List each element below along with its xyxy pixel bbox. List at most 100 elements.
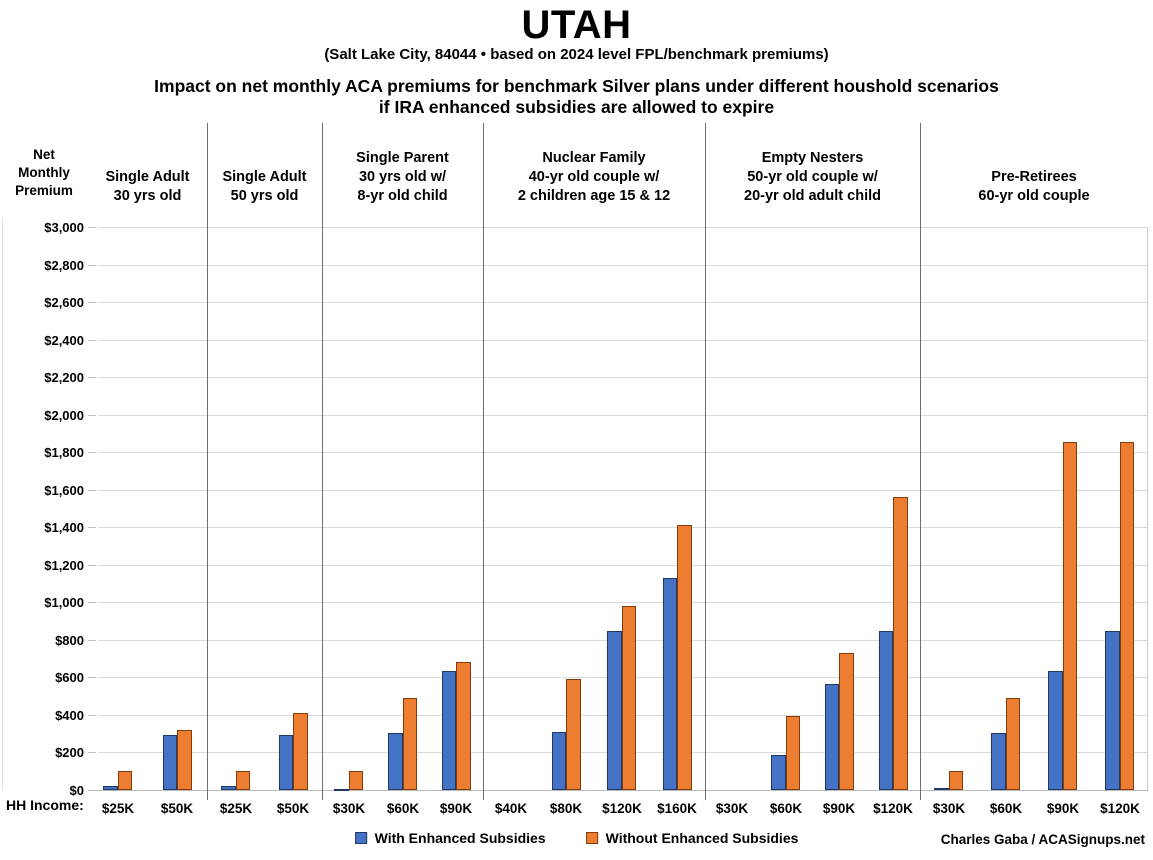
gridline bbox=[98, 340, 1148, 341]
bar-with-subsidies bbox=[551, 732, 567, 790]
y-axis-tick bbox=[88, 640, 96, 641]
y-axis-label: $1,400 bbox=[44, 520, 84, 535]
chart-heading: Impact on net monthly ACA premiums for b… bbox=[0, 76, 1153, 118]
panel-header-line: Single Parent bbox=[356, 150, 449, 166]
y-axis-label: $2,200 bbox=[44, 370, 84, 385]
legend: With Enhanced Subsidies Without Enhanced … bbox=[354, 830, 799, 846]
y-axis-tick bbox=[88, 452, 96, 453]
gridline bbox=[98, 265, 1148, 266]
y-axis-label: $1,200 bbox=[44, 558, 84, 573]
bar-without-subsidies bbox=[348, 771, 364, 790]
bar-without-subsidies bbox=[893, 497, 908, 790]
panel-header-line: 40-yr old couple w/ bbox=[528, 169, 660, 185]
y-axis-tick bbox=[88, 565, 96, 566]
legend-label: Without Enhanced Subsidies bbox=[605, 830, 799, 846]
gridline-baseline bbox=[88, 790, 1148, 791]
y-axis-label: $1,600 bbox=[44, 483, 84, 498]
y-axis-tick bbox=[88, 265, 96, 266]
x-axis-title: HH Income: bbox=[6, 797, 84, 813]
panel-header-line: 30 yrs old w/ bbox=[358, 169, 447, 185]
panel-header-line: 50-yr old couple w/ bbox=[747, 169, 878, 185]
panel-header-line: Pre-Retirees bbox=[991, 169, 1077, 185]
bar-with-subsidies bbox=[662, 578, 678, 790]
y-axis-tick bbox=[88, 602, 96, 603]
x-axis-label: $60K bbox=[386, 801, 420, 816]
chart-right-edge bbox=[1147, 227, 1148, 790]
panel-divider bbox=[705, 123, 706, 800]
legend-swatch-orange bbox=[585, 832, 598, 844]
panel-divider bbox=[322, 123, 323, 800]
y-axis-title: Net Monthly Premium bbox=[0, 146, 88, 200]
y-axis-label: $2,000 bbox=[44, 408, 84, 423]
gridline bbox=[98, 490, 1148, 491]
gridline bbox=[98, 452, 1148, 453]
panel-header: Single Adult 50 yrs old bbox=[207, 138, 322, 206]
panel-header-line: 30 yrs old bbox=[113, 188, 182, 204]
x-axis-label: $120K bbox=[873, 801, 913, 816]
panel-header-line: Single Adult bbox=[105, 169, 190, 185]
x-axis-label: $30K bbox=[332, 801, 366, 816]
x-axis-label: $25K bbox=[219, 801, 253, 816]
bar-without-subsidies bbox=[235, 771, 251, 790]
chart-subtitle: (Salt Lake City, 84044 • based on 2024 l… bbox=[324, 46, 829, 63]
bar-with-subsidies bbox=[278, 735, 294, 790]
y-axis-tick bbox=[88, 415, 96, 416]
x-axis-label: $60K bbox=[989, 801, 1023, 816]
x-axis-label: $90K bbox=[1046, 801, 1080, 816]
panel-header-line: Nuclear Family bbox=[542, 150, 646, 166]
panel-header-line: Single Adult bbox=[222, 169, 307, 185]
gridline bbox=[98, 377, 1148, 378]
bar-without-subsidies bbox=[839, 653, 854, 790]
panel-divider bbox=[207, 123, 208, 800]
y-axis-title-line: Premium bbox=[15, 183, 73, 198]
chart-left-edge bbox=[2, 218, 3, 790]
x-axis-label: $90K bbox=[439, 801, 473, 816]
x-axis-label: $160K bbox=[657, 801, 697, 816]
bar-without-subsidies bbox=[566, 679, 581, 790]
chart-title: UTAH bbox=[521, 3, 632, 47]
y-axis-tick bbox=[88, 677, 96, 678]
y-axis-tick bbox=[88, 715, 96, 716]
legend-label: With Enhanced Subsidies bbox=[374, 830, 546, 846]
y-axis-tick bbox=[88, 227, 96, 228]
credit-label: Charles Gaba / ACASignups.net bbox=[940, 832, 1145, 847]
panel-divider bbox=[920, 123, 921, 800]
y-axis-label: $2,800 bbox=[44, 258, 84, 273]
gridline bbox=[98, 227, 1148, 228]
bar-without-subsidies bbox=[1062, 442, 1077, 790]
x-axis-label: $30K bbox=[715, 801, 749, 816]
gridline bbox=[98, 602, 1148, 603]
x-axis-label: $40K bbox=[494, 801, 528, 816]
legend-item-with-subsidies: With Enhanced Subsidies bbox=[354, 830, 546, 846]
y-axis-tick bbox=[88, 527, 96, 528]
bar-with-subsidies bbox=[334, 789, 349, 791]
panel-divider bbox=[483, 123, 484, 800]
bar-with-subsidies bbox=[162, 735, 178, 790]
bar-without-subsidies bbox=[1119, 442, 1134, 790]
bar-without-subsidies bbox=[456, 662, 471, 790]
panel-header-line: 2 children age 15 & 12 bbox=[517, 188, 671, 204]
panel-header: Pre-Retirees 60-yr old couple bbox=[920, 138, 1148, 206]
bar-without-subsidies bbox=[621, 606, 637, 790]
x-axis-label: $25K bbox=[101, 801, 135, 816]
y-axis-label: $2,600 bbox=[44, 295, 84, 310]
x-axis-label: $90K bbox=[822, 801, 856, 816]
panel-header: Empty Nesters 50-yr old couple w/20-yr ol… bbox=[705, 138, 920, 206]
bar-with-subsidies bbox=[771, 755, 786, 790]
y-axis-label: $0 bbox=[69, 783, 84, 798]
gridline bbox=[98, 565, 1148, 566]
x-axis-label: $60K bbox=[769, 801, 803, 816]
x-axis-label: $30K bbox=[932, 801, 966, 816]
gridline bbox=[98, 302, 1148, 303]
bar-without-subsidies bbox=[677, 525, 692, 790]
bar-with-subsidies bbox=[221, 786, 236, 790]
x-axis-label: $50K bbox=[276, 801, 310, 816]
y-axis-label: $400 bbox=[55, 708, 84, 723]
bar-with-subsidies bbox=[878, 631, 894, 790]
bar-without-subsidies bbox=[117, 771, 133, 790]
bar-with-subsidies bbox=[103, 786, 118, 790]
gridline bbox=[98, 527, 1148, 528]
panel-header-line: 8-yr old child bbox=[357, 188, 448, 204]
panel-header: Nuclear Family 40-yr old couple w/2 child… bbox=[483, 138, 705, 206]
